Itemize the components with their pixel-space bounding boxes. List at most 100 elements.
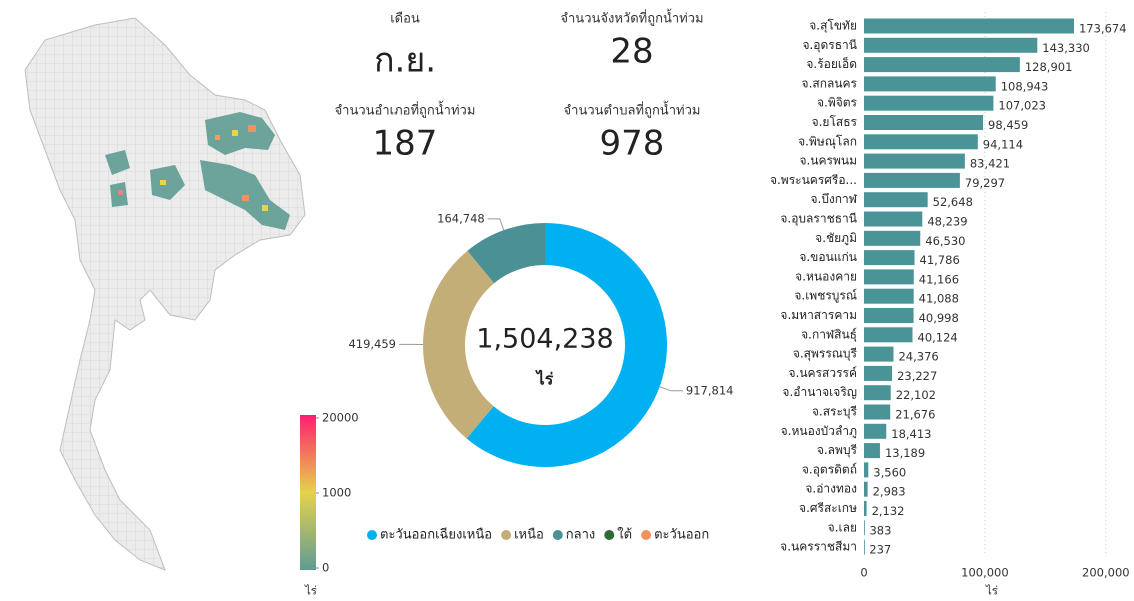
data-label: 40,124 bbox=[918, 330, 958, 344]
x-tick-label: 200,000 bbox=[1082, 566, 1130, 580]
x-tick-label: 100,000 bbox=[961, 566, 1009, 580]
color-scale bbox=[300, 415, 316, 570]
flood-hotspots bbox=[118, 125, 268, 211]
data-label: 143,330 bbox=[1042, 41, 1090, 55]
bar bbox=[864, 365, 893, 381]
bar bbox=[864, 269, 914, 285]
data-label: 164,748 bbox=[437, 211, 485, 225]
legend-label: ใต้ bbox=[617, 527, 632, 543]
map-districts bbox=[25, 18, 305, 570]
bar bbox=[864, 95, 994, 111]
bar bbox=[864, 520, 865, 536]
data-label: 22,102 bbox=[896, 388, 936, 402]
kpi-title: จำนวนจังหวัดที่ถูกน้ำท่วม bbox=[560, 9, 703, 27]
kpi-cards: เดือน ก.ย. จำนวนจังหวัดที่ถูกน้ำท่วม 28 … bbox=[335, 9, 704, 164]
category-label: จ.ศรีสะเกษ bbox=[799, 501, 857, 515]
x-tick-label: 0 bbox=[860, 566, 867, 580]
data-label: 23,227 bbox=[897, 369, 937, 383]
category-label: จ.หนองคาย bbox=[795, 269, 857, 283]
category-label: จ.ขอนแก่น bbox=[799, 250, 857, 264]
legend-marker bbox=[604, 530, 615, 540]
bar bbox=[864, 134, 978, 150]
category-label: จ.นครพนม bbox=[799, 154, 857, 168]
category-label: จ.ยโสธร bbox=[812, 115, 858, 129]
data-label: 41,166 bbox=[919, 272, 959, 286]
bar bbox=[864, 250, 915, 266]
data-label: 41,786 bbox=[920, 253, 960, 267]
data-label: 2,983 bbox=[873, 485, 906, 499]
bar bbox=[864, 501, 867, 516]
category-label: จ.มหาสารคาม bbox=[780, 308, 857, 322]
category-label: จ.สุพรรณบุรี bbox=[793, 347, 858, 362]
leader-line bbox=[487, 218, 505, 231]
data-label: 419,459 bbox=[348, 337, 396, 351]
category-label: จ.นครราชสีมา bbox=[780, 540, 857, 554]
data-label: 24,376 bbox=[898, 350, 938, 364]
category-label: จ.พิจิตร bbox=[817, 96, 858, 110]
category-label: จ.อุตรดิตถ์ bbox=[802, 462, 857, 477]
bar bbox=[864, 462, 869, 478]
data-label: 108,943 bbox=[1001, 79, 1049, 93]
data-label: 2,132 bbox=[872, 504, 905, 518]
map bbox=[24, 17, 306, 571]
bar bbox=[864, 404, 891, 420]
category-label: จ.อุบลราชธานี bbox=[780, 212, 857, 227]
kpi-value: 187 bbox=[373, 124, 438, 164]
data-label: 383 bbox=[869, 523, 891, 537]
kpi-value: 28 bbox=[610, 32, 653, 72]
category-label: จ.พระนครศรีอ... bbox=[770, 173, 857, 187]
donut-slice bbox=[466, 223, 667, 467]
data-label: 173,674 bbox=[1079, 22, 1127, 36]
legend-marker bbox=[552, 530, 563, 540]
data-label: 107,023 bbox=[998, 99, 1046, 113]
data-label: 21,676 bbox=[895, 408, 935, 422]
bar bbox=[864, 539, 865, 555]
category-label: จ.เพชรบูรณ์ bbox=[794, 289, 857, 304]
legend-tick-label: 1000 bbox=[322, 486, 351, 500]
category-label: จ.เลย bbox=[828, 520, 857, 534]
donut-slice bbox=[467, 223, 545, 284]
bar bbox=[864, 443, 880, 459]
legend-label: เหนือ bbox=[514, 527, 544, 543]
bar bbox=[864, 308, 914, 323]
legend-unit: ไร่ bbox=[304, 584, 317, 598]
kpi-value: 978 bbox=[600, 124, 665, 164]
legend-marker bbox=[367, 530, 377, 540]
legend-marker bbox=[641, 530, 652, 540]
data-label: 917,814 bbox=[686, 383, 734, 397]
category-label: จ.สกลนคร bbox=[802, 76, 858, 90]
donut-total: 1,504,238 bbox=[476, 324, 613, 355]
kpi-value: ก.ย. bbox=[374, 41, 436, 81]
kpi-title: จำนวนอำเภอที่ถูกน้ำท่วม bbox=[335, 101, 476, 119]
data-label: 94,114 bbox=[983, 137, 1023, 151]
map-legend: ไร่ 0 1000 20000 bbox=[300, 411, 359, 598]
data-label: 41,088 bbox=[919, 292, 959, 306]
bar bbox=[864, 192, 928, 208]
category-label: จ.อ่างทอง bbox=[805, 482, 857, 496]
legend-label: กลาง bbox=[566, 528, 596, 543]
category-label: จ.ร้อยเอ็ด bbox=[806, 56, 857, 71]
kpi-title: จำนวนตำบลที่ถูกน้ำท่วม bbox=[564, 101, 701, 119]
data-label: 237 bbox=[869, 543, 891, 557]
legend-tick-label: 0 bbox=[322, 561, 329, 575]
bar bbox=[864, 385, 891, 401]
data-label: 48,239 bbox=[927, 215, 967, 229]
data-label: 128,901 bbox=[1025, 60, 1073, 74]
category-label: จ.อุดรธานี bbox=[802, 38, 857, 53]
legend-tick-label: 20000 bbox=[322, 411, 359, 425]
kpi-title: เดือน bbox=[390, 11, 420, 27]
bar bbox=[864, 37, 1038, 53]
donut-unit: ไร่ bbox=[535, 370, 554, 389]
bar bbox=[864, 346, 894, 362]
bar bbox=[864, 18, 1074, 34]
category-label: จ.นครสวรรค์ bbox=[788, 366, 857, 380]
donut-center bbox=[466, 266, 624, 424]
data-label: 52,648 bbox=[933, 195, 973, 209]
bar bbox=[864, 423, 887, 439]
data-label: 98,459 bbox=[988, 118, 1028, 132]
bar bbox=[864, 57, 1020, 73]
category-label: จ.หนองบัวลำภู bbox=[781, 424, 857, 439]
bar bbox=[864, 481, 868, 497]
legend-marker bbox=[501, 530, 512, 540]
